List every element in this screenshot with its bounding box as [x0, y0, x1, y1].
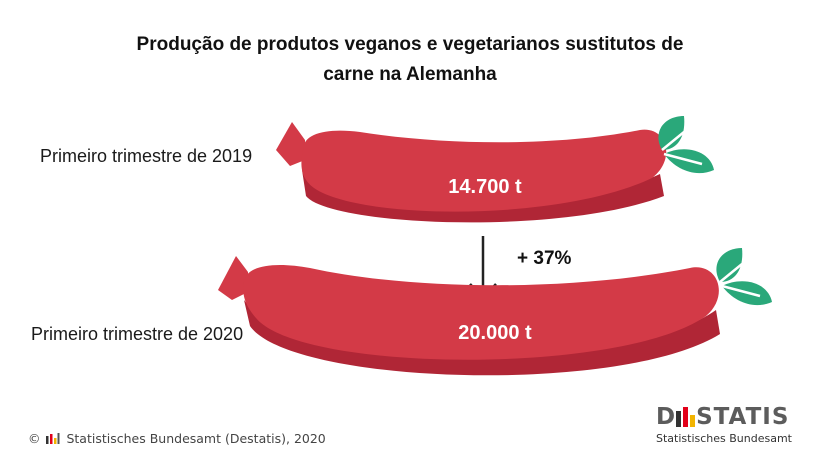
- sausage-bar-2019: [276, 116, 714, 223]
- copyright-symbol: ©: [28, 431, 41, 446]
- change-label: + 37%: [517, 248, 572, 269]
- logo-wordmark: D STATIS: [656, 404, 796, 430]
- logo-word-left: D: [656, 404, 677, 430]
- sausage-tip-2019: [276, 122, 305, 166]
- logo-bars-icon: [676, 407, 696, 427]
- category-label-2020: Primeiro trimestre de 2020: [31, 324, 244, 344]
- sausage-shadow-2019: [302, 170, 664, 223]
- destatis-logo: D STATIS Statistisches Bundesamt: [656, 404, 796, 445]
- chart-title: Produção de produtos veganos e vegetaria…: [60, 30, 760, 90]
- sausage-body-2019: [301, 129, 667, 212]
- copyright-footer: © Statistisches Bundesamt (Destatis), 20…: [28, 431, 326, 446]
- destatis-mini-logo-icon: [46, 433, 60, 444]
- leaf-icon-2019: [658, 116, 714, 174]
- logo-word-right: STATIS: [696, 404, 790, 430]
- category-label-2019: Primeiro trimestre de 2019: [40, 146, 253, 166]
- data-label-2019: 14.700 t: [448, 176, 522, 198]
- sausage-bar-2020: [218, 248, 772, 376]
- chart-title-line-2: carne na Alemanha: [323, 64, 497, 85]
- sausage-tip-2020: [218, 256, 248, 300]
- logo-subtitle: Statistisches Bundesamt: [656, 432, 792, 445]
- sausage-body-2020: [243, 264, 719, 360]
- sausage-shadow-2020: [244, 300, 720, 376]
- leaf-icon-2020: [716, 248, 772, 306]
- data-label-2020: 20.000 t: [458, 322, 532, 344]
- copyright-text: Statistisches Bundesamt (Destatis), 2020: [66, 431, 326, 446]
- chart-title-line-1: Produção de produtos veganos e vegetaria…: [136, 34, 684, 55]
